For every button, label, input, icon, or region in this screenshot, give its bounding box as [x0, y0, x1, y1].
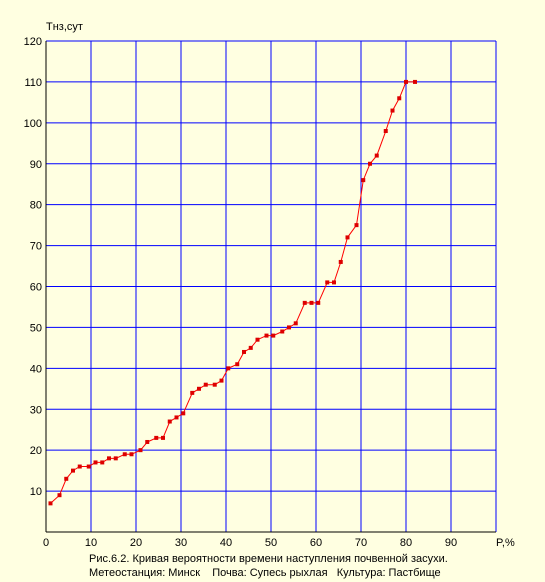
- data-point: [338, 259, 343, 264]
- data-point: [302, 300, 307, 305]
- data-point: [129, 452, 134, 457]
- data-point: [197, 386, 201, 391]
- data-point: [122, 452, 127, 457]
- data-point: [325, 280, 330, 285]
- y-tick-label: 70: [30, 241, 42, 253]
- data-point: [235, 362, 240, 367]
- data-point: [354, 223, 359, 228]
- data-point: [383, 129, 388, 134]
- data-point: [293, 321, 298, 326]
- series-polyline: [50, 81, 415, 504]
- data-point: [242, 349, 246, 354]
- axes: [45, 41, 496, 533]
- x-tick-label: 10: [85, 537, 97, 549]
- y-tick-label: 80: [30, 200, 42, 212]
- y-tick-label: 110: [24, 77, 42, 89]
- data-point: [77, 464, 82, 469]
- x-tick-label: 0: [43, 537, 49, 549]
- caption-soil: Почва: Супесь рыхлая: [212, 567, 328, 579]
- data-point: [345, 235, 350, 240]
- data-point: [264, 333, 269, 338]
- y-tick-label: 40: [30, 363, 42, 375]
- data-point: [280, 329, 285, 334]
- x-tick-label: 80: [400, 537, 412, 549]
- data-point: [203, 382, 208, 387]
- data-point: [161, 435, 165, 440]
- data-point: [190, 390, 195, 395]
- y-tick-label: 120: [24, 36, 42, 48]
- data-points: [48, 79, 417, 506]
- y-tick-label: 50: [30, 322, 42, 334]
- caption-line-2: Метеостанция: Минск Почва: Супесь рыхлая…: [89, 567, 441, 579]
- y-axis-label: Тнз,сут: [46, 21, 83, 33]
- x-tick-label: 20: [130, 537, 142, 549]
- data-point: [316, 300, 321, 305]
- data-point: [413, 79, 417, 84]
- x-axis-label: P,%: [496, 537, 515, 549]
- y-tick-label: 10: [30, 486, 42, 498]
- data-point: [397, 96, 402, 101]
- data-point: [248, 345, 253, 350]
- data-point: [390, 108, 395, 113]
- data-point: [287, 325, 291, 330]
- data-point: [57, 493, 62, 498]
- data-point: [138, 448, 143, 453]
- x-tick-label: 90: [445, 537, 457, 549]
- data-point: [154, 435, 159, 440]
- data-point: [64, 476, 69, 481]
- data-point: [361, 178, 366, 183]
- y-tick-label: 20: [30, 445, 42, 457]
- data-point: [219, 378, 224, 383]
- data-point: [368, 161, 372, 166]
- data-point: [404, 79, 408, 84]
- data-point: [93, 460, 98, 465]
- data-point: [226, 366, 231, 371]
- data-point: [71, 468, 75, 473]
- grid: [46, 40, 497, 532]
- data-point: [271, 333, 276, 338]
- x-tick-labels: 0 10 20 30 40 50 60 70 80 90: [43, 537, 457, 549]
- data-point: [181, 411, 186, 416]
- data-point: [100, 460, 105, 465]
- data-point: [107, 456, 111, 461]
- x-tick-label: 70: [355, 537, 367, 549]
- data-point: [374, 153, 379, 158]
- data-point: [212, 382, 217, 387]
- data-point: [113, 456, 118, 461]
- y-tick-label: 100: [24, 118, 42, 130]
- caption-station: Метеостанция: Минск: [89, 567, 201, 579]
- data-point: [48, 501, 53, 506]
- data-point: [174, 415, 179, 420]
- x-tick-label: 60: [310, 537, 322, 549]
- y-tick-label: 30: [30, 404, 42, 416]
- data-point: [145, 439, 150, 444]
- caption-line-1: Рис.6.2. Кривая вероятности времени наст…: [89, 553, 448, 565]
- data-point: [332, 280, 336, 285]
- y-tick-label: 60: [30, 282, 42, 294]
- caption-crop: Культура: Пастбище: [336, 567, 441, 579]
- data-point: [167, 419, 172, 424]
- y-tick-label: 90: [30, 159, 42, 171]
- data-point: [255, 337, 260, 342]
- x-tick-label: 30: [175, 537, 187, 549]
- x-tick-label: 40: [220, 537, 232, 549]
- x-tick-label: 50: [265, 537, 277, 549]
- data-point: [86, 464, 91, 469]
- series-line: [50, 81, 415, 504]
- data-point: [309, 300, 314, 305]
- y-tick-labels: 10 20 30 40 50 60 70 80 90 100 110 120: [24, 36, 42, 498]
